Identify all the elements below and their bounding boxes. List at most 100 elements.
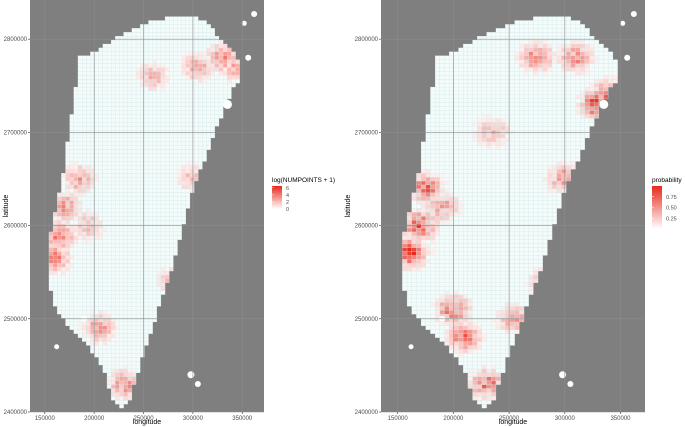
grid-cell (439, 94, 445, 99)
grid-cell (444, 180, 450, 186)
grid-cell (467, 341, 473, 346)
grid-cell (156, 263, 162, 268)
grid-cell (106, 83, 112, 88)
grid-cell (73, 223, 79, 229)
grid-cell (444, 227, 450, 233)
grid-cell (144, 90, 149, 96)
grid-cell (472, 298, 478, 303)
grid-cell (537, 106, 543, 111)
grid-cell (481, 364, 487, 370)
grid-cell (533, 200, 539, 205)
grid-cell (430, 192, 436, 197)
grid-cell (477, 231, 483, 236)
grid-cell (127, 270, 133, 276)
grid-cell (106, 157, 112, 162)
grid-cell (210, 106, 215, 111)
grid-cell (206, 51, 211, 56)
grid-cell (86, 106, 91, 111)
grid-cell (164, 247, 170, 252)
grid-cell (542, 47, 548, 52)
grid-cell (164, 39, 170, 45)
grid-cell (537, 153, 543, 158)
grid-cell (463, 71, 469, 76)
grid-cell (467, 79, 473, 84)
grid-cell (411, 282, 417, 287)
grid-cell (111, 286, 116, 291)
grid-cell (111, 102, 116, 107)
grid-cell (111, 153, 116, 158)
grid-cell (98, 243, 103, 248)
grid-cell (523, 28, 529, 33)
grid-cell (463, 368, 469, 373)
grid-cell (160, 28, 166, 33)
grid-cell (416, 223, 422, 229)
grid-cell (218, 39, 224, 45)
grid-cell (222, 71, 228, 76)
grid-cell (491, 51, 497, 56)
grid-cell (547, 47, 553, 52)
grid-cell (152, 36, 157, 41)
grid-cell (135, 47, 141, 52)
grid-cell (481, 321, 487, 326)
grid-cell (52, 302, 58, 307)
grid-cell (235, 71, 240, 76)
grid-cell (115, 176, 120, 182)
grid-cell (210, 118, 215, 123)
grid-cell (177, 133, 182, 139)
grid-cell (467, 94, 473, 99)
grid-cell (416, 200, 422, 205)
grid-cell (115, 106, 120, 111)
grid-cell (435, 169, 440, 174)
grid-cell (435, 118, 440, 123)
grid-cell (528, 263, 534, 268)
grid-cell (135, 321, 141, 326)
grid-cell (82, 204, 87, 209)
grid-cell (463, 192, 469, 197)
grid-cell (119, 360, 124, 366)
grid-cell (102, 270, 108, 276)
grid-cell (106, 114, 112, 119)
grid-cell (123, 55, 128, 60)
grid-cell (467, 165, 473, 170)
grid-cell (537, 102, 543, 107)
grid-cell (500, 59, 506, 64)
grid-cell (160, 251, 166, 256)
grid-cell (160, 176, 166, 182)
grid-cell (542, 67, 548, 72)
grid-cell (111, 255, 116, 260)
grid-cell (61, 200, 66, 205)
grid-cell (185, 36, 191, 41)
grid-cell (495, 67, 501, 72)
grid-cell (164, 36, 170, 41)
grid-cell (189, 90, 195, 96)
grid-cell (106, 55, 112, 60)
grid-cell (111, 47, 116, 52)
grid-cell (514, 290, 520, 295)
grid-cell (148, 243, 153, 248)
grid-cell (210, 71, 215, 76)
grid-cell (222, 55, 228, 60)
grid-cell (111, 176, 116, 182)
grid-cell (477, 239, 483, 244)
grid-cell (435, 321, 440, 326)
grid-cell (477, 161, 483, 166)
grid-cell (481, 216, 487, 221)
grid-cell (69, 282, 74, 287)
grid-cell (181, 137, 186, 142)
grid-cell (144, 294, 149, 299)
grid-cell (82, 270, 87, 276)
grid-cell (144, 141, 149, 146)
grid-cell (169, 243, 174, 248)
grid-cell (119, 400, 124, 405)
grid-cell (135, 223, 141, 229)
grid-cell (94, 86, 99, 92)
grid-cell (472, 364, 478, 370)
grid-cell (458, 263, 464, 268)
grid-cell (119, 86, 124, 92)
grid-cell (160, 98, 166, 103)
grid-cell (57, 196, 62, 201)
grid-cell (160, 267, 166, 272)
grid-cell (69, 126, 74, 131)
grid-cell (533, 267, 539, 272)
grid-cell (537, 255, 543, 260)
